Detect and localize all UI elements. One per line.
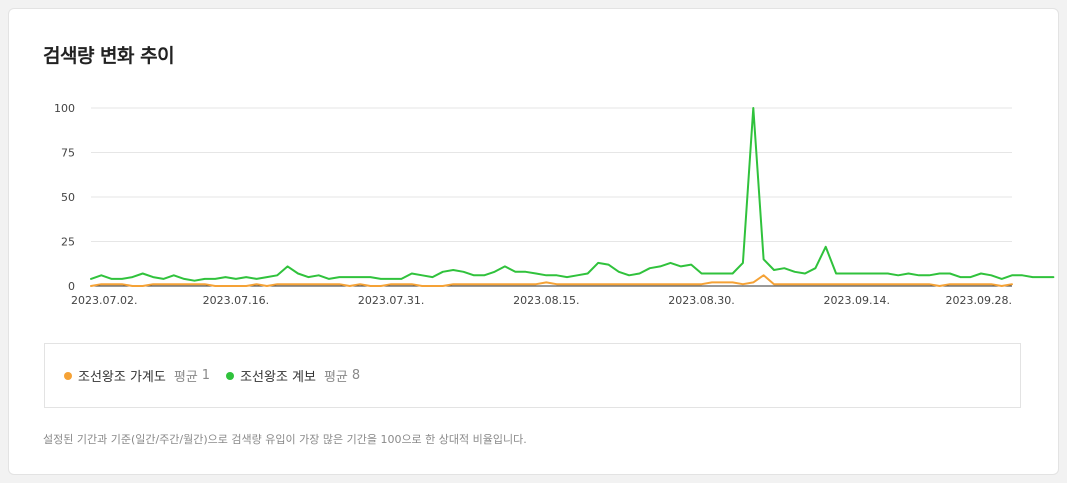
series-line-2 [90,107,1055,282]
legend-dot-icon [64,371,72,380]
legend-series-name: 조선왕조 계보 [240,370,316,385]
y-tick-label: 50 [61,191,75,204]
legend-average-value: 8 [351,368,361,383]
legend-item-series-1[interactable]: 조선왕조 가계도 평균 1 [64,366,210,385]
legend: 조선왕조 가계도 평균 1 조선왕조 계보 평균 8 [44,343,1021,408]
x-tick-label: 2023.07.31. [358,294,424,307]
legend-average-label: 평균 [173,370,198,385]
legend-average-label: 평균 [323,370,348,385]
y-tick-label: 25 [61,236,75,249]
x-tick-label: 2023.09.28. [946,294,1012,307]
y-axis-ticks: 0 25 50 75 100 [54,102,75,293]
x-tick-label: 2023.09.14. [824,294,890,307]
x-tick-label: 2023.07.02. [71,294,137,307]
x-axis-ticks: 2023.07.02. 2023.07.16. 2023.07.31. 2023.08… [71,294,1012,307]
panel-title: 검색량 변화 추이 [43,45,175,67]
x-tick-label: 2023.08.15. [513,294,579,307]
y-tick-label: 0 [68,280,75,293]
grid-lines [91,107,1012,287]
x-tick-label: 2023.07.16. [203,294,269,307]
y-tick-label: 100 [54,102,75,115]
legend-average-value: 1 [201,368,211,383]
series-line-1 [90,274,1013,287]
search-trend-panel: 검색량 변화 추이 0 25 50 75 100 2023.07.02. 2023.07.… [8,8,1059,475]
legend-series-name: 조선왕조 가계도 [78,370,166,385]
legend-item-series-2[interactable]: 조선왕조 계보 평균 8 [226,366,360,385]
legend-dot-icon [226,371,235,380]
x-tick-label: 2023.08.30. [668,294,734,307]
series-lines [90,107,1055,287]
footnote: 설정된 기간과 기준(일간/주간/월간)으로 검색량 유입이 가장 많은 기간을… [43,433,527,446]
y-tick-label: 75 [61,147,75,160]
